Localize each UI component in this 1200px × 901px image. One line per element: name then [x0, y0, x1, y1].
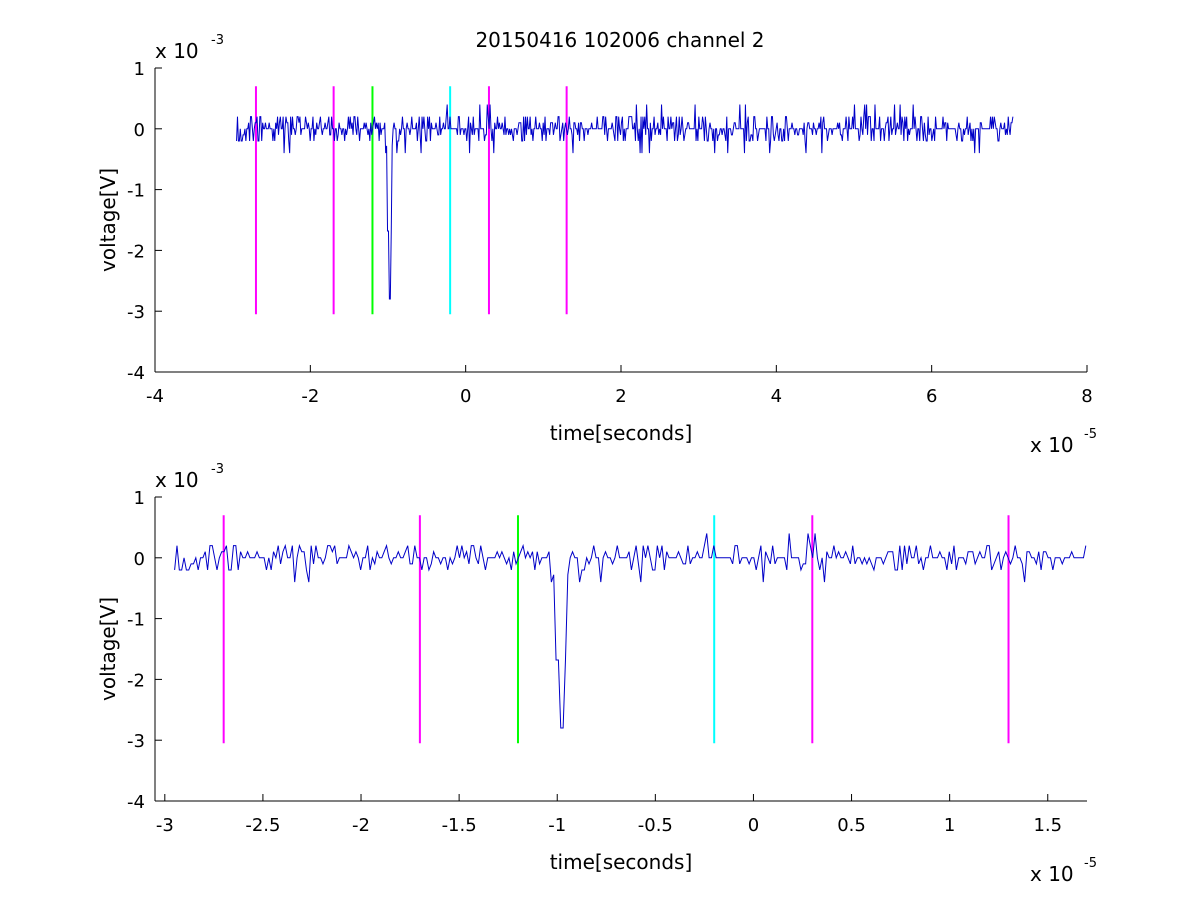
- x-tick-label: -1: [548, 815, 566, 836]
- y-tick-label: -4: [127, 363, 145, 384]
- x-tick-label: 2: [615, 386, 626, 407]
- x-tick-label: 1: [944, 815, 955, 836]
- x-tick-label: -3: [156, 815, 174, 836]
- x-tick-label: 0.5: [837, 815, 866, 836]
- bottom-subplot: -4 -3 -2 -1 0 1 -3 -2.5 -2 -1.5 -1 -0.5 0 0.5 1 1.5 time…: [96, 462, 1097, 886]
- voltage-trace: [174, 533, 1087, 729]
- x-tick-label: -1.5: [442, 815, 477, 836]
- x-tick-label: 4: [771, 386, 782, 407]
- y-tick-label: 1: [134, 59, 145, 80]
- y-axis-label: voltage[V]: [96, 168, 120, 272]
- y-tick-label: -1: [127, 181, 145, 202]
- x-exponent-power: -5: [1084, 856, 1097, 871]
- y-exponent-power: -3: [211, 33, 224, 48]
- x-tick-label: 0: [460, 386, 471, 407]
- x-tick-label: 8: [1081, 386, 1092, 407]
- x-axis-label: time[seconds]: [550, 421, 693, 445]
- y-tick-label: 0: [134, 549, 145, 570]
- y-tick-label: -4: [127, 792, 145, 813]
- x-tick-label: -2: [301, 386, 319, 407]
- x-tick-label: -4: [146, 386, 164, 407]
- y-tick-label: 0: [134, 120, 145, 141]
- y-axis-label: voltage[V]: [96, 597, 120, 701]
- y-tick-label: -1: [127, 610, 145, 631]
- y-tick-label: 1: [134, 488, 145, 509]
- y-exponent-base: x 10: [155, 468, 199, 492]
- x-tick-label: -2: [352, 815, 370, 836]
- x-axis-label: time[seconds]: [550, 850, 693, 874]
- top-subplot: -4 -3 -2 -1 0 1 -4 -2 0 2 4 6 8 time[seconds] voltage[…: [96, 33, 1097, 457]
- x-exponent-base: x 10: [1030, 433, 1074, 457]
- x-tick-label: 1.5: [1033, 815, 1062, 836]
- y-tick-label: -2: [127, 241, 145, 262]
- y-tick-label: -2: [127, 670, 145, 691]
- y-exponent-power: -3: [211, 462, 224, 477]
- x-tick-label: 0: [748, 815, 759, 836]
- voltage-trace: [236, 104, 1014, 300]
- y-exponent-base: x 10: [155, 39, 199, 63]
- y-tick-label: -3: [127, 731, 145, 752]
- y-tick-label: -3: [127, 302, 145, 323]
- x-tick-label: -2.5: [245, 815, 280, 836]
- figure-title: 20150416 102006 channel 2: [475, 28, 764, 52]
- x-exponent-base: x 10: [1030, 862, 1074, 886]
- x-tick-label: 6: [926, 386, 937, 407]
- x-exponent-power: -5: [1084, 427, 1097, 442]
- x-tick-label: -0.5: [638, 815, 673, 836]
